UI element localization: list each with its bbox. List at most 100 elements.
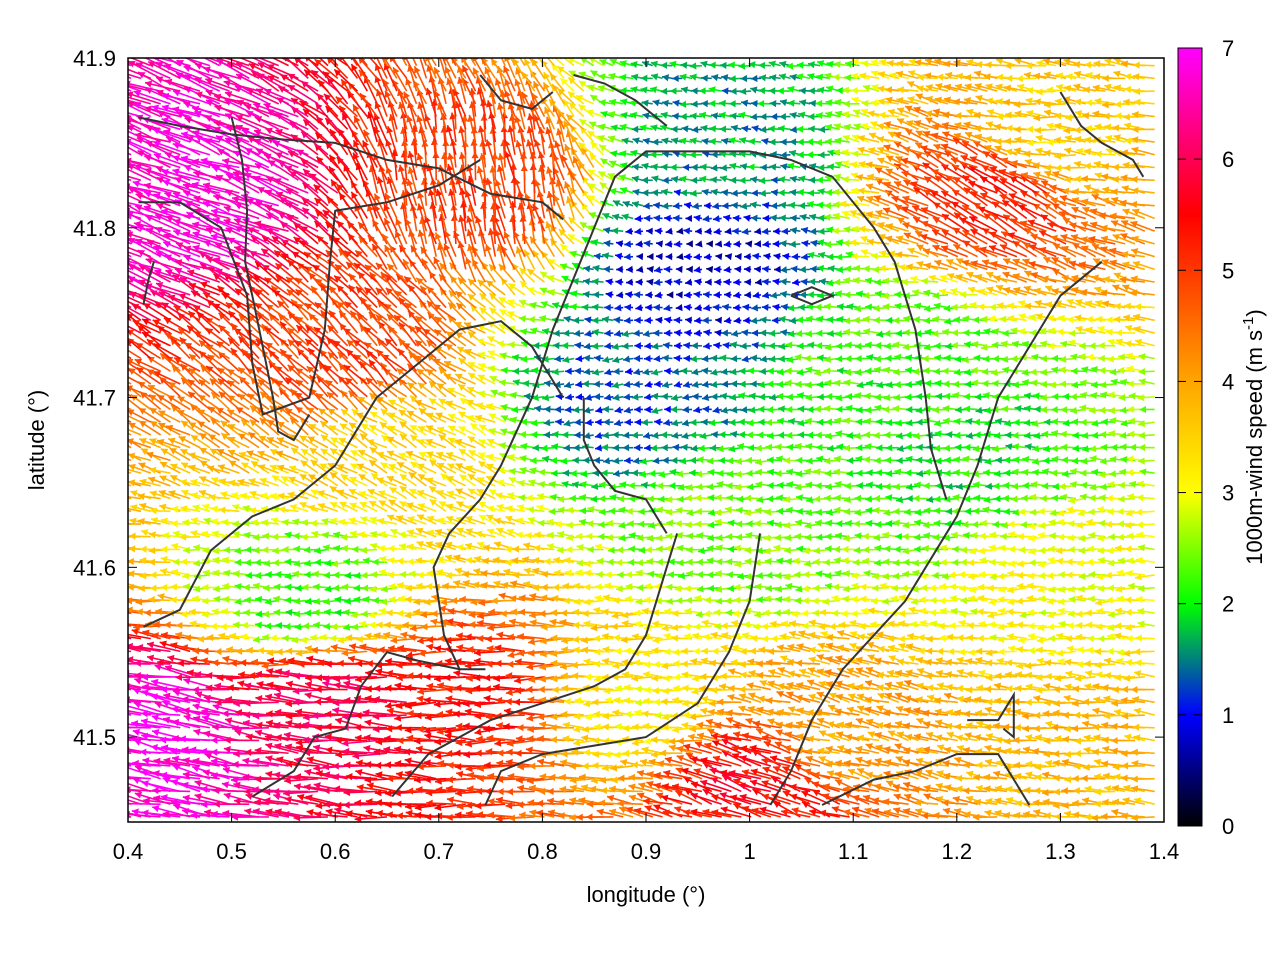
wind-vector — [296, 793, 329, 805]
wind-vector — [285, 760, 319, 768]
wind-vector — [925, 769, 949, 780]
wind-vector — [892, 783, 919, 793]
wind-vector — [1120, 749, 1145, 758]
wind-vector — [912, 786, 939, 794]
wind-vector — [128, 789, 132, 793]
wind-vector — [141, 809, 181, 818]
wind-vector — [914, 769, 939, 780]
wind-vector — [128, 688, 132, 691]
wind-vector — [128, 777, 141, 780]
wind-vector — [314, 810, 348, 819]
wind-vector — [363, 734, 397, 742]
wind-vector — [293, 783, 329, 793]
wind-vector — [506, 788, 535, 796]
wind-vector — [789, 793, 821, 805]
wind-vector — [526, 777, 555, 785]
wind-vector — [1053, 774, 1076, 782]
wind-vector — [233, 797, 269, 805]
wind-vector — [210, 748, 250, 756]
wind-vector — [943, 746, 968, 755]
wind-vector — [1013, 761, 1037, 769]
wind-vector — [1072, 799, 1096, 807]
wind-vector — [128, 292, 132, 296]
wind-vector — [759, 806, 791, 818]
wind-vector — [676, 745, 703, 755]
wind-vector — [738, 782, 772, 793]
wind-vector — [128, 662, 132, 665]
wind-vector — [341, 739, 378, 747]
wind-vector — [855, 745, 880, 755]
wind-vector — [751, 807, 781, 818]
wind-vector — [1092, 748, 1116, 756]
wind-vector — [395, 771, 427, 780]
wind-vector — [151, 786, 191, 795]
wind-vector — [903, 747, 929, 755]
wind-vector — [193, 728, 230, 742]
wind-vector — [720, 806, 752, 818]
wind-vector — [893, 793, 919, 805]
wind-vector — [128, 675, 132, 678]
wind-vector — [932, 811, 958, 820]
wind-vector — [1062, 801, 1086, 810]
wind-vector — [354, 815, 388, 822]
wind-vector — [163, 757, 201, 767]
wind-vector — [560, 750, 584, 758]
wind-vector — [882, 798, 909, 806]
wind-vector — [242, 757, 279, 767]
wind-vector — [1052, 750, 1076, 758]
wind-vector — [559, 785, 584, 794]
wind-vector — [569, 784, 594, 793]
wind-vector — [528, 762, 555, 770]
wind-vector — [222, 809, 260, 818]
wind-vector — [333, 785, 368, 793]
wind-vector — [710, 777, 742, 793]
wind-vector — [282, 810, 319, 819]
wind-vector — [805, 755, 831, 767]
wind-vector — [682, 809, 712, 818]
wind-vector — [884, 758, 909, 767]
wind-vector — [762, 766, 791, 780]
wind-vector — [822, 783, 850, 793]
wind-vector — [761, 780, 791, 793]
wind-vector — [586, 800, 614, 808]
wind-vector — [591, 761, 614, 770]
wind-vector — [690, 781, 722, 793]
wind-vector — [842, 785, 870, 793]
wind-vector — [585, 813, 614, 821]
wind-vector — [659, 749, 683, 757]
wind-vector — [263, 797, 299, 805]
wind-vector — [972, 813, 998, 821]
wind-vector — [923, 784, 949, 793]
wind-vector — [1131, 814, 1155, 822]
wind-vector — [1131, 759, 1155, 768]
wind-vector — [994, 785, 1018, 793]
wind-vector — [883, 746, 909, 755]
wind-vector — [143, 797, 181, 805]
wind-vector — [843, 759, 870, 767]
wind-vector — [128, 624, 132, 627]
wind-vector — [305, 794, 338, 805]
wind-vector — [128, 355, 132, 360]
wind-vector — [628, 783, 653, 793]
wind-vector — [128, 816, 132, 818]
wind-vector — [750, 768, 781, 780]
wind-vector — [780, 808, 811, 818]
wind-vector — [675, 767, 703, 780]
wind-vector — [293, 814, 328, 822]
wind-vector — [844, 747, 870, 756]
wind-vector — [711, 809, 742, 818]
wind-vector — [1131, 785, 1155, 793]
wind-vector — [1083, 763, 1106, 771]
wind-vector — [962, 787, 988, 795]
wind-vector — [731, 744, 762, 755]
wind-vector — [812, 771, 840, 780]
wind-vector — [1094, 788, 1116, 796]
wind-vector — [711, 794, 742, 805]
wind-vector — [536, 799, 565, 807]
wind-vector — [212, 786, 250, 795]
wind-vector — [1003, 811, 1027, 819]
wind-vector — [974, 798, 998, 806]
wind-vector — [302, 736, 338, 744]
wind-vector — [728, 769, 762, 780]
